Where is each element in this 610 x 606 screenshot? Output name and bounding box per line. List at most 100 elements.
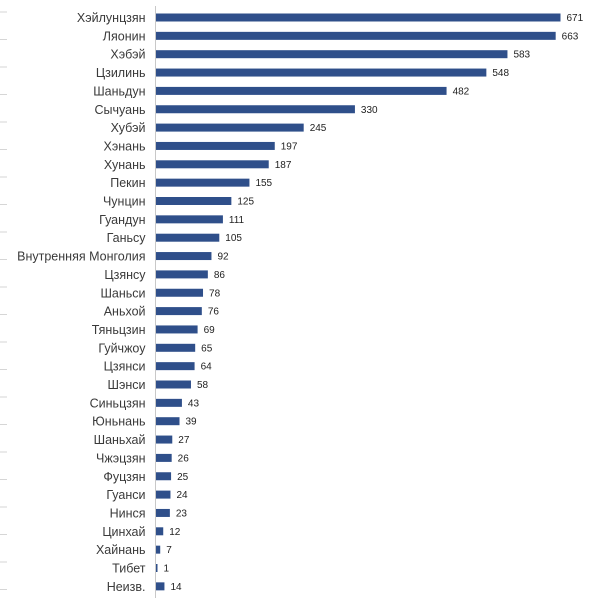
category-label: Шаньдун: [93, 84, 145, 98]
category-label: Тибет: [112, 562, 146, 576]
bar: [156, 86, 447, 95]
category-label: Хайнань: [96, 543, 146, 557]
value-label: 245: [310, 123, 327, 134]
category-label: Хубэй: [111, 121, 146, 135]
value-label: 25: [177, 472, 189, 483]
value-label: 583: [513, 50, 530, 61]
category-label: Гуандун: [99, 213, 145, 227]
value-label: 105: [225, 233, 242, 244]
value-label: 111: [229, 215, 245, 226]
bar: [156, 545, 161, 554]
bar: [156, 508, 170, 517]
category-label: Ляонин: [103, 29, 146, 43]
bar: [156, 398, 182, 407]
bar: [156, 343, 196, 352]
value-label: 330: [361, 105, 378, 116]
bar: [156, 490, 171, 499]
category-label: Неизв.: [107, 580, 146, 594]
bar: [156, 215, 223, 224]
bar: [156, 197, 232, 205]
category-label: Сычуань: [94, 103, 145, 117]
category-label: Чунцин: [103, 195, 146, 209]
category-label: Тяньцзин: [92, 323, 146, 337]
bar: [156, 564, 158, 572]
value-label: 12: [169, 527, 181, 538]
bar: [156, 325, 198, 334]
value-label: 26: [178, 453, 190, 464]
value-label: 482: [453, 86, 470, 97]
value-label: 64: [201, 362, 213, 373]
value-label: 1: [164, 564, 170, 575]
bar: [156, 50, 508, 59]
category-label: Синьцзян: [90, 396, 146, 410]
category-label: Шаньхай: [94, 433, 146, 447]
category-label: Шэнси: [108, 378, 146, 392]
bar: [156, 178, 250, 187]
bar: [156, 435, 173, 444]
value-labels: 6716635835484823302451971871551251111059…: [164, 13, 584, 593]
bar: [156, 288, 204, 297]
bar: [156, 160, 269, 169]
bar: [156, 233, 220, 242]
value-label: 58: [197, 380, 209, 391]
bar: [156, 141, 275, 150]
bar: [156, 123, 304, 132]
value-label: 671: [567, 13, 584, 24]
category-label: Ганьсу: [107, 231, 147, 245]
bar: [156, 527, 164, 536]
category-label: Гуанси: [106, 488, 145, 502]
value-label: 65: [201, 343, 213, 354]
category-label: Шаньси: [100, 286, 145, 300]
bar: [156, 417, 180, 426]
value-label: 24: [176, 490, 188, 501]
value-label: 155: [255, 178, 272, 189]
category-label: Внутренняя Монголия: [17, 250, 145, 264]
category-label: Цзянсу: [104, 268, 146, 282]
value-label: 663: [562, 31, 579, 42]
category-label: Юньнань: [92, 415, 145, 429]
bar: [156, 307, 202, 316]
category-labels: Хэйлунцзян Ляонин Хэбэй Цзилинь Шаньдун Сычуа…: [17, 11, 146, 594]
category-label: Цзянси: [104, 360, 146, 374]
category-label: Хэйлунцзян: [77, 11, 146, 25]
value-label: 548: [492, 68, 509, 79]
bar: [156, 252, 212, 261]
bar: [156, 380, 191, 389]
bar: [156, 582, 165, 591]
bar: [156, 362, 195, 371]
value-label: 69: [204, 325, 216, 336]
bars: [156, 13, 561, 591]
category-label: Гуйчжоу: [98, 341, 146, 355]
value-label: 76: [208, 307, 220, 318]
category-label: Фуцзян: [103, 470, 145, 484]
value-label: 78: [209, 288, 221, 299]
category-label: Чжэцзян: [96, 451, 146, 465]
value-label: 39: [186, 417, 198, 428]
value-label: 197: [281, 141, 298, 152]
bar: [156, 13, 561, 22]
category-label: Пекин: [110, 176, 145, 190]
category-label: Хэбэй: [110, 48, 145, 62]
category-label: Хунань: [104, 158, 146, 172]
left-edge-ticks: [0, 11, 7, 590]
bar: [156, 105, 355, 114]
value-label: 125: [237, 197, 254, 208]
value-label: 86: [214, 270, 226, 281]
category-label: Цзилинь: [96, 66, 146, 80]
value-label: 7: [166, 545, 172, 556]
bar: [156, 31, 556, 40]
bar: [156, 453, 172, 462]
value-label: 23: [176, 508, 188, 519]
category-label: Хэнань: [104, 139, 146, 153]
value-label: 92: [217, 252, 229, 263]
bar: [156, 68, 487, 77]
category-label: Цинхай: [102, 525, 145, 539]
value-label: 14: [170, 582, 182, 593]
category-label: Аньхой: [104, 305, 146, 319]
bar: [156, 472, 172, 481]
value-label: 27: [178, 435, 190, 446]
value-label: 187: [275, 160, 292, 171]
bar: [156, 270, 208, 279]
